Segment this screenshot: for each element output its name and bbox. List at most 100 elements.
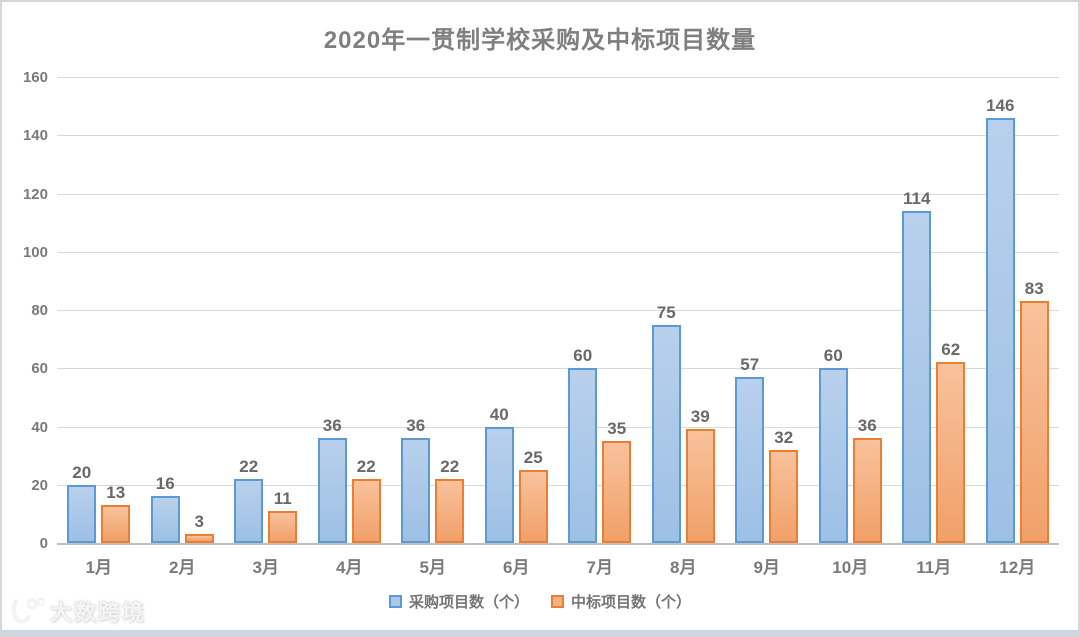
value-label: 3: [194, 512, 204, 532]
value-label: 40: [489, 404, 509, 424]
gridline: [57, 193, 1059, 195]
bar-winning-bid: [268, 510, 298, 543]
bar-procurement: [484, 426, 514, 543]
bar-wrap: 22: [234, 458, 264, 543]
x-tick-label: 10月: [832, 558, 869, 577]
bar-procurement: [67, 484, 97, 543]
bar-procurement: [818, 368, 848, 543]
y-tick-label: 0: [39, 535, 48, 552]
chart-title: 2020年一贯制学校采购及中标项目数量: [323, 27, 757, 54]
bar-wrap: 32: [769, 429, 799, 543]
bar-procurement: [735, 377, 765, 543]
bar-procurement: [317, 438, 347, 543]
legend-item-winning-bid: 中标项目数（个）: [551, 591, 691, 612]
bar-wrap: 11: [268, 490, 298, 543]
x-tick-label: 1月: [85, 558, 112, 577]
x-tick-label: 12月: [999, 558, 1036, 577]
y-tick-label: 80: [31, 302, 48, 319]
month-group: 40 25 6月: [475, 77, 559, 577]
value-label: 36: [406, 416, 426, 436]
gridline: [57, 77, 1059, 78]
y-axis-labels: 0 20 40 60 80 100 120 140 160: [2, 70, 48, 551]
x-axis-line: [57, 543, 1059, 545]
legend-swatch-orange-icon: [551, 595, 564, 608]
bar-winning-bid: [769, 449, 799, 543]
gridline: [57, 426, 1059, 428]
gridline: [57, 484, 1059, 486]
x-tick-label: 5月: [419, 558, 446, 577]
bar-wrap: 16: [150, 475, 180, 543]
month-group: 36 22 5月: [391, 77, 475, 577]
bar-wrap: 20: [67, 464, 97, 543]
legend-label-winning-bid: 中标项目数（个）: [571, 594, 692, 611]
bar-winning-bid: [852, 438, 882, 543]
bar-wrap: 22: [351, 458, 381, 543]
month-group: 146 83 12月: [976, 77, 1060, 577]
bar-wrap: 62: [936, 341, 966, 543]
bar-wrap: 114: [902, 190, 932, 543]
y-tick-label: 140: [22, 127, 48, 145]
bar-wrap: 40: [484, 406, 514, 543]
bar-wrap: 36: [852, 417, 882, 543]
bar-winning-bid: [351, 478, 381, 543]
bar-winning-bid: [101, 505, 131, 543]
gridline: [57, 135, 1059, 137]
bar-winning-bid: [602, 441, 632, 543]
month-group: 16 3 2月: [141, 77, 225, 577]
value-label: 83: [1024, 279, 1044, 299]
bar-procurement: [150, 496, 180, 543]
month-group: 114 62 11月: [892, 77, 976, 577]
bar-winning-bid: [435, 478, 465, 543]
gridline: [57, 251, 1059, 253]
legend: 采购项目数（个） 中标项目数（个）: [2, 591, 1078, 612]
month-group: 22 11 3月: [224, 77, 308, 577]
bar-wrap: 3: [184, 513, 214, 543]
bar-winning-bid: [518, 470, 548, 543]
x-tick-label: 3月: [252, 558, 279, 577]
value-label: 32: [774, 427, 794, 447]
bar-procurement: [651, 324, 681, 543]
y-tick-label: 40: [31, 418, 48, 436]
y-tick-label: 120: [22, 185, 48, 203]
month-group: 60 36 10月: [809, 77, 893, 577]
bar-wrap: 57: [735, 356, 765, 543]
value-label: 20: [72, 462, 92, 482]
month-group: 57 32 9月: [725, 77, 809, 577]
bar-winning-bid: [184, 534, 214, 543]
bar-wrap: 83: [1019, 280, 1049, 543]
month-group: 20 13 1月: [57, 77, 141, 577]
x-tick-label: 4月: [336, 558, 363, 577]
y-tick-label: 60: [31, 360, 48, 378]
bar-procurement: [234, 478, 264, 543]
value-label: 22: [440, 456, 460, 476]
bar-wrap: 75: [651, 304, 681, 543]
value-label: 114: [903, 188, 931, 208]
value-label: 36: [322, 416, 342, 436]
y-tick-label: 100: [22, 243, 48, 261]
bottom-strip: [2, 630, 1078, 635]
value-label: 146: [986, 95, 1015, 115]
x-tick-label: 6月: [503, 558, 530, 577]
legend-label-procurement: 采购项目数（个）: [408, 594, 529, 611]
bar-wrap: 22: [435, 458, 465, 543]
bar-wrap: 146: [985, 97, 1015, 543]
legend-swatch-blue-icon: [388, 595, 402, 608]
bar-wrap: 35: [602, 420, 632, 543]
value-label: 75: [656, 302, 676, 322]
bar-wrap: 36: [401, 417, 431, 543]
value-label: 60: [823, 346, 843, 366]
value-label: 39: [690, 407, 710, 427]
bar-wrap: 39: [685, 408, 715, 543]
x-tick-label: 11月: [916, 558, 952, 577]
value-label: 16: [155, 474, 175, 494]
gridline: [57, 310, 1059, 311]
x-tick-label: 2月: [169, 558, 196, 577]
value-label: 25: [523, 448, 543, 468]
bar-winning-bid: [1019, 301, 1049, 543]
value-label: 22: [239, 456, 259, 476]
legend-item-procurement: 采购项目数（个）: [388, 591, 529, 612]
bar-wrap: 60: [818, 347, 848, 543]
bar-procurement: [985, 117, 1015, 543]
bar-wrap: 60: [568, 347, 598, 543]
